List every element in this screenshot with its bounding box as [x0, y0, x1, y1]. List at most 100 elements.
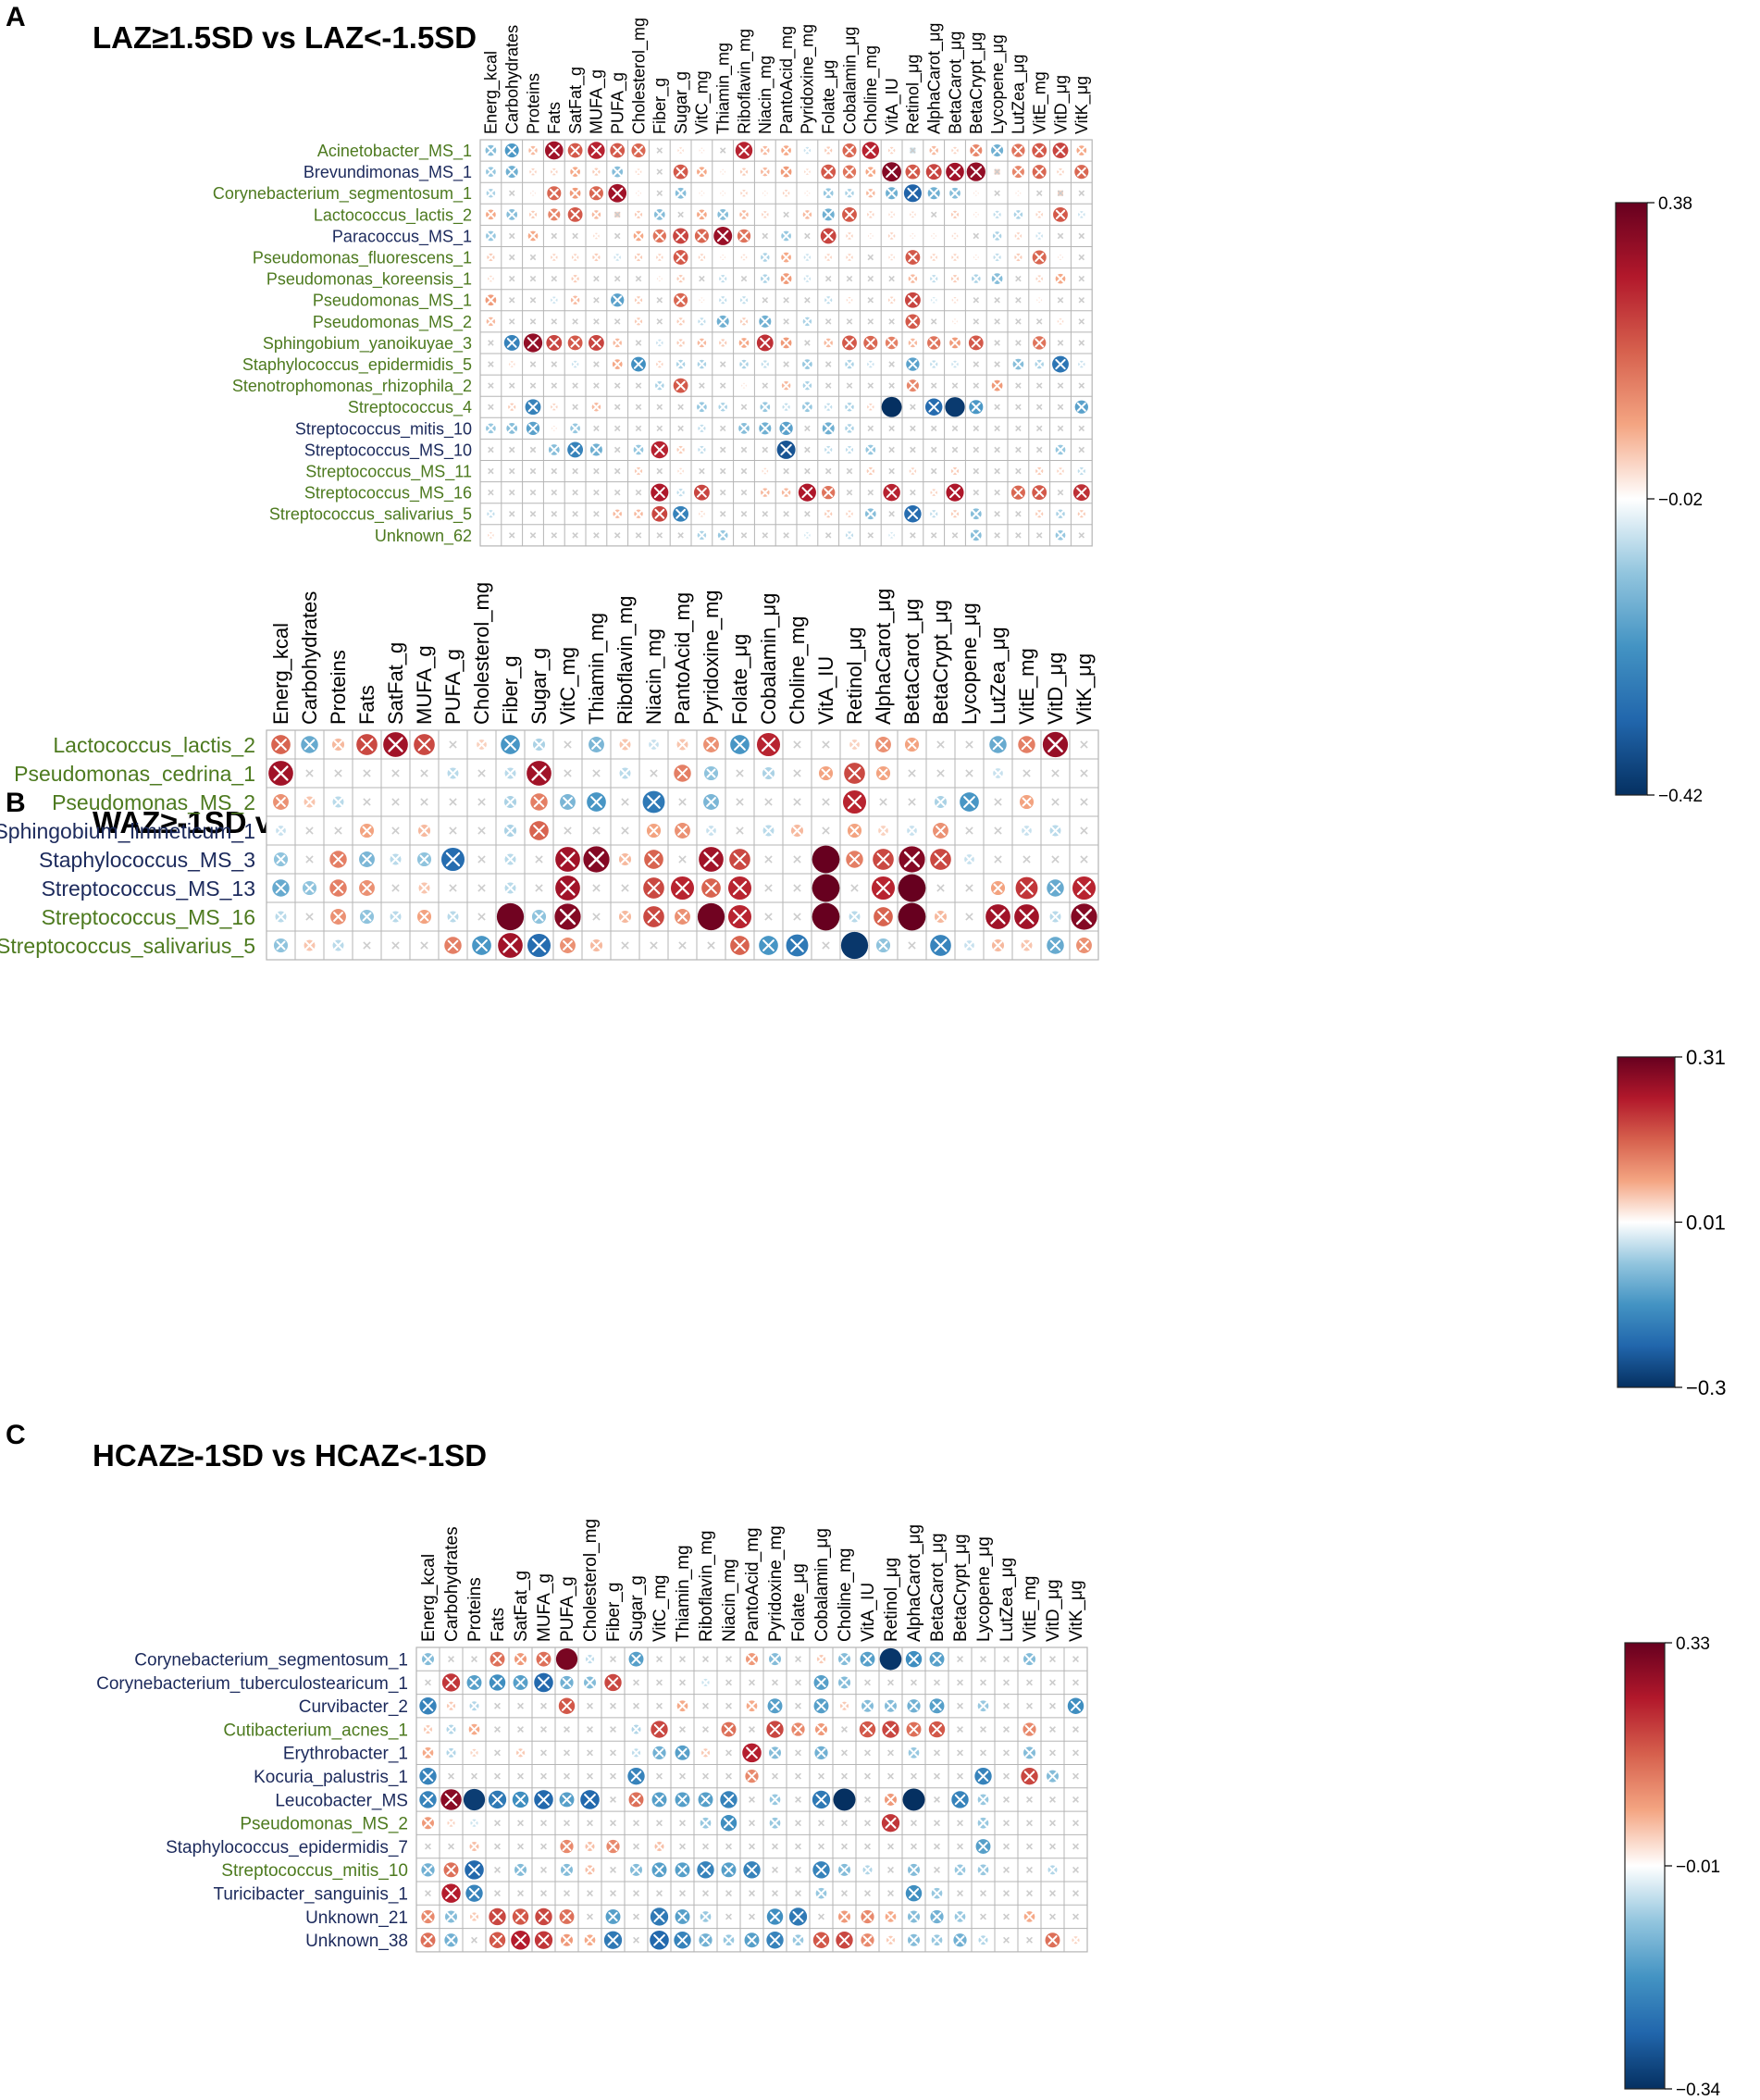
- cross-mark: [886, 1795, 896, 1805]
- heatmap-cell: [760, 488, 770, 498]
- cross-mark: [867, 254, 874, 261]
- cross-mark: [517, 1843, 524, 1850]
- cell-circle: [812, 845, 840, 874]
- cross-mark: [795, 1866, 801, 1873]
- cross-mark: [875, 880, 891, 896]
- cross-mark: [702, 1772, 709, 1780]
- cross-mark: [770, 1701, 780, 1711]
- cross-mark: [930, 382, 937, 389]
- cross-mark: [631, 1654, 641, 1664]
- heatmap-cell: [679, 1890, 686, 1897]
- cross-mark: [677, 425, 684, 432]
- column-label: Niacin_mg: [642, 628, 665, 725]
- heatmap-cell: [416, 851, 432, 867]
- cross-mark: [886, 1935, 896, 1945]
- heatmap-cell: [845, 359, 854, 369]
- cross-mark: [934, 1749, 940, 1757]
- cross-mark: [1049, 1913, 1056, 1920]
- cross-mark: [304, 940, 315, 951]
- cross-mark: [781, 423, 791, 433]
- heatmap-cell: [883, 483, 900, 502]
- cross-mark: [1057, 404, 1064, 411]
- heatmap-cell: [494, 1772, 501, 1780]
- cross-mark: [867, 425, 874, 432]
- heatmap-cell: [540, 1702, 547, 1709]
- heatmap-cell: [954, 1911, 966, 1922]
- cross-mark: [1015, 425, 1022, 432]
- cross-mark: [725, 1913, 732, 1920]
- cross-mark: [725, 1679, 732, 1686]
- cross-mark: [816, 1747, 826, 1758]
- cross-mark: [955, 1865, 965, 1875]
- cross-mark: [564, 740, 572, 749]
- heatmap-cell: [488, 382, 494, 389]
- heatmap-cell: [584, 1934, 596, 1946]
- colorbar-label: −0.42: [1658, 787, 1703, 806]
- cross-mark: [1015, 296, 1022, 304]
- heatmap-cell: [1056, 509, 1065, 519]
- cross-mark: [1070, 1700, 1082, 1711]
- column-label: AlphaCarot_μg: [905, 1524, 924, 1642]
- heatmap-cell: [610, 1796, 616, 1803]
- cross-mark: [849, 739, 860, 750]
- cross-mark: [980, 1749, 986, 1757]
- heatmap-cell: [838, 1653, 850, 1666]
- cross-mark: [824, 532, 832, 539]
- row-label: Streptococcus_salivarius_5: [269, 505, 472, 525]
- cross-mark: [1023, 1771, 1035, 1782]
- heatmap-cell: [1072, 1796, 1079, 1803]
- cross-mark: [508, 318, 515, 325]
- heatmap-cell: [420, 941, 428, 950]
- heatmap-cell: [635, 425, 642, 432]
- cross-mark: [477, 855, 486, 864]
- cross-mark: [1035, 145, 1045, 155]
- heatmap-cell: [477, 855, 486, 864]
- cross-mark: [886, 338, 897, 348]
- heatmap-cell: [549, 295, 559, 305]
- heatmap-cell: [934, 1866, 940, 1873]
- cross-mark: [477, 884, 486, 892]
- heatmap-cell: [875, 737, 891, 752]
- heatmap-cell: [842, 789, 867, 814]
- heatmap-cell: [564, 1772, 570, 1780]
- column-label: Fiber_g: [604, 1583, 624, 1642]
- cross-mark: [592, 769, 601, 777]
- heatmap-cell: [675, 466, 686, 477]
- cross-mark: [764, 798, 773, 806]
- heatmap-cell: [966, 162, 985, 181]
- cross-mark: [802, 145, 812, 155]
- heatmap-cell: [766, 1932, 784, 1949]
- heatmap-cell: [651, 1721, 668, 1738]
- cross-mark: [593, 532, 600, 539]
- cross-mark: [591, 253, 601, 263]
- column-label: BetaCrypt_μg: [967, 32, 986, 134]
- heatmap-cell: [1023, 769, 1031, 777]
- cross-mark: [1056, 167, 1065, 177]
- heatmap-cell: [587, 1913, 593, 1920]
- cross-mark: [861, 1724, 874, 1735]
- cross-mark: [965, 884, 973, 892]
- heatmap-cell: [804, 340, 811, 346]
- heatmap-cell: [477, 739, 487, 750]
- cross-mark: [739, 230, 749, 241]
- heatmap-cell: [572, 510, 578, 517]
- heatmap-cell: [954, 1864, 966, 1876]
- heatmap-cell: [928, 1721, 946, 1738]
- heatmap-cell: [911, 1679, 917, 1686]
- cross-mark: [824, 145, 834, 155]
- column-label: Niacin_mg: [720, 1559, 739, 1642]
- cross-mark: [529, 510, 537, 517]
- heatmap-cell: [756, 334, 774, 352]
- cross-mark: [934, 1820, 940, 1827]
- cross-mark: [494, 1843, 501, 1850]
- column-label: Cobalamin_μg: [812, 1528, 832, 1642]
- cross-mark: [760, 167, 770, 177]
- cross-mark: [1003, 1913, 1010, 1920]
- heatmap-cell: [833, 1788, 856, 1811]
- heatmap-cell: [1074, 165, 1089, 180]
- heatmap-cell: [359, 909, 375, 925]
- heatmap-cell: [1055, 273, 1066, 284]
- heatmap-cell: [1023, 1653, 1035, 1666]
- heatmap-cell: [769, 1746, 781, 1759]
- heatmap-cell: [656, 296, 663, 304]
